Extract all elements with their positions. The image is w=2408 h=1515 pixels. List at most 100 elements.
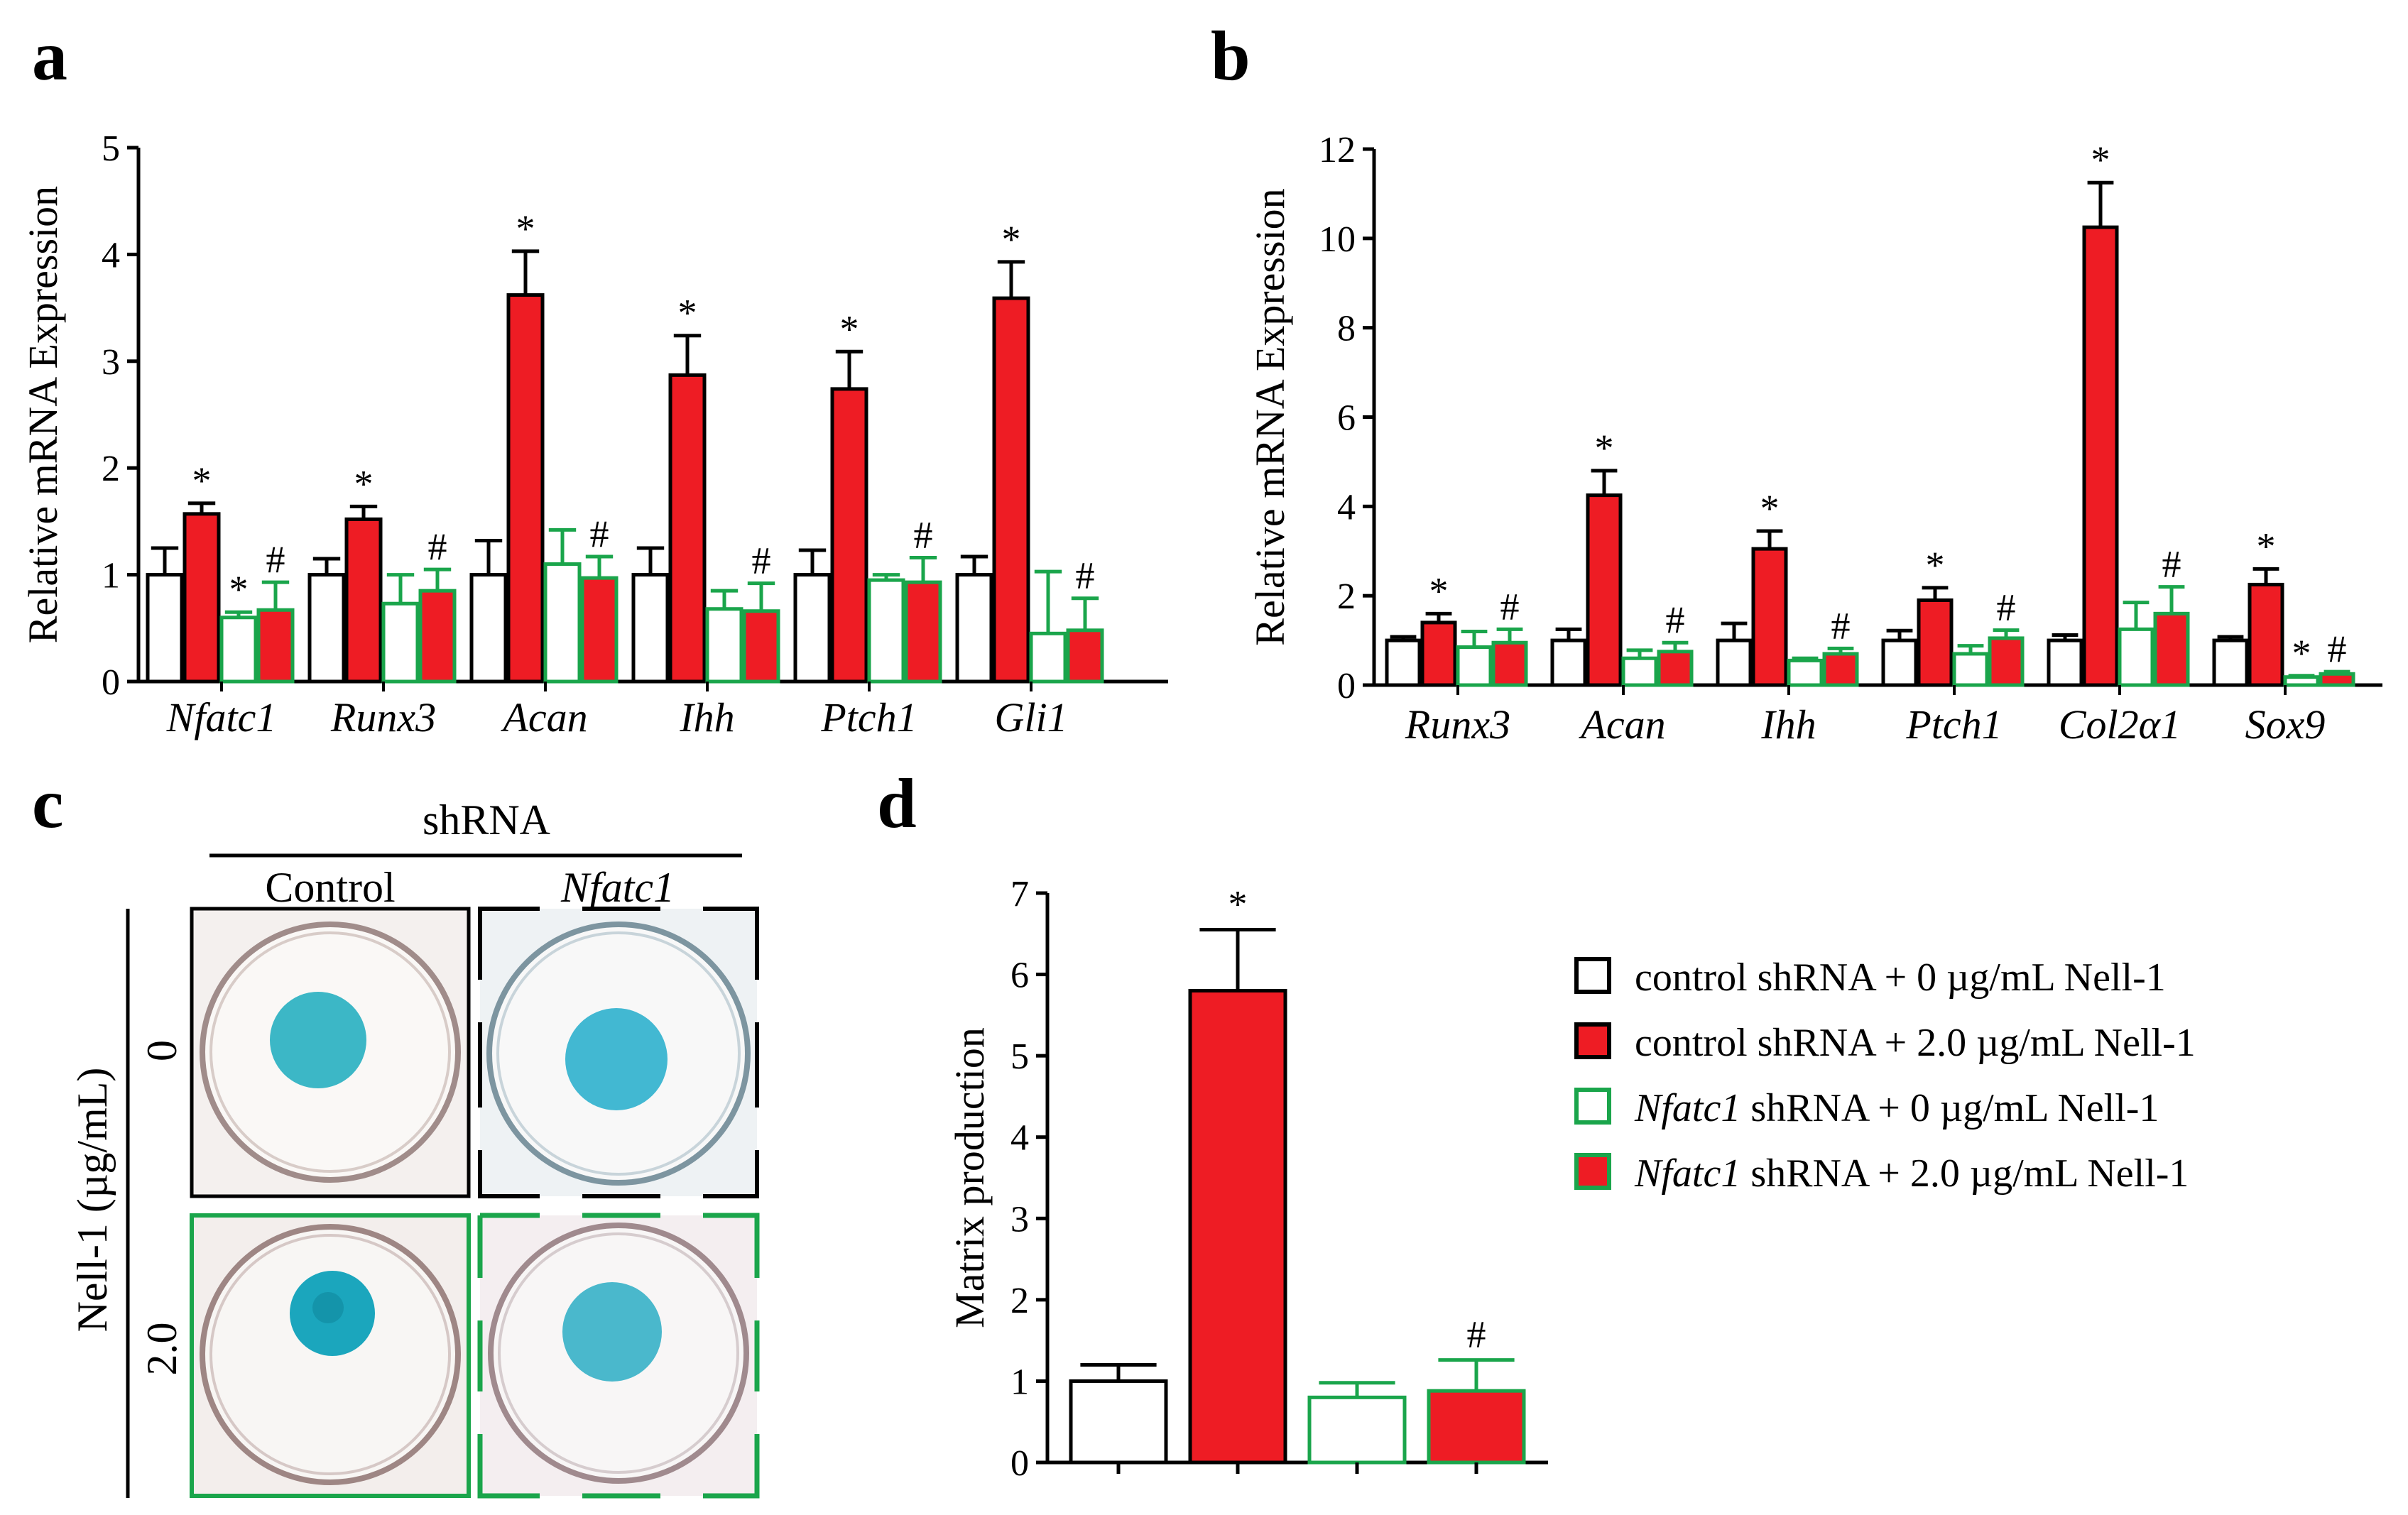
dish-nfatc1-0 (478, 907, 759, 1198)
y-tick-label: 1 (1010, 1362, 1029, 1402)
legend-swatch (1574, 1088, 1611, 1125)
significance-mark: * (840, 307, 859, 350)
y-tick-label: 8 (1337, 309, 1356, 349)
bar (469, 573, 508, 684)
col-label-control: Control (265, 864, 395, 911)
bar (580, 576, 619, 684)
bar (1952, 652, 1989, 687)
y-tick-label: 5 (102, 128, 120, 169)
y-tick-label: 2 (1010, 1281, 1029, 1321)
bar (1657, 650, 1694, 687)
y-tick-label: 4 (1010, 1118, 1029, 1159)
bar (2082, 225, 2119, 687)
bar (992, 296, 1030, 684)
bar (2153, 611, 2190, 687)
category-label: Runx3 (1405, 701, 1510, 748)
bar (705, 607, 743, 684)
significance-mark: # (1831, 604, 1851, 647)
bar (631, 573, 670, 684)
category-label: Nfatc1 (166, 694, 277, 740)
y-tick-label: 3 (1010, 1199, 1029, 1240)
bar (1822, 652, 1859, 687)
bar (418, 589, 457, 684)
significance-mark: # (266, 538, 285, 581)
bar (1029, 631, 1067, 684)
legend: control shRNA + 0 µg/mL Nell-1 control sh… (1574, 956, 2196, 1196)
bar (1550, 638, 1587, 687)
category-label: Ptch1 (820, 694, 917, 740)
panel-label-d: d (877, 764, 917, 843)
significance-mark: * (1429, 569, 1449, 612)
bar (1751, 547, 1788, 687)
bar (1420, 620, 1457, 687)
y-tick-label: 5 (1010, 1037, 1029, 1077)
significance-mark: # (2162, 543, 2181, 586)
significance-mark: * (516, 207, 535, 250)
bar (543, 562, 582, 684)
bar (1427, 1389, 1526, 1465)
significance-mark: # (914, 514, 933, 557)
significance-mark: * (354, 462, 374, 505)
bar (1917, 598, 1954, 687)
significance-mark: # (1997, 586, 2016, 629)
bar (344, 517, 383, 684)
bar (793, 573, 832, 684)
bar (904, 580, 942, 684)
legend-label: control shRNA + 0 µg/mL Nell-1 (1635, 956, 2166, 1000)
chart-panel-d: 0 1 2 3 4 5 6 7 Matrix production * # (947, 874, 1548, 1484)
category-label: Ihh (679, 694, 734, 740)
dish-nfatc1-2 (477, 1213, 760, 1499)
significance-mark: # (428, 525, 447, 568)
category-label: Acan (1578, 701, 1665, 748)
y-tick-label: 10 (1319, 219, 1356, 260)
bar (1491, 640, 1528, 687)
significance-mark: * (678, 292, 697, 334)
dish-control-0 (190, 907, 471, 1198)
bar (1621, 656, 1658, 687)
dish-photo-panel: shRNA Control Nfatc1 Nell-1 (µg/mL) 0 2.… (69, 797, 760, 1499)
bar (182, 512, 221, 684)
bar (2118, 627, 2154, 687)
y-tick-label: 2 (102, 449, 120, 489)
panel-label-b: b (1211, 16, 1251, 95)
y-axis-title: Matrix production (947, 1027, 993, 1328)
bar (381, 601, 420, 684)
bar (1456, 645, 1493, 687)
panel-label-c: c (32, 764, 63, 843)
chart-panel-b: 0 2 4 6 8 10 12 Relative mRNA Expression Runx3 Ac… (1247, 130, 2382, 748)
bar (2047, 638, 2083, 687)
bar (146, 573, 184, 684)
bar (1066, 628, 1104, 684)
bar (742, 609, 780, 684)
legend-swatch (1574, 1153, 1611, 1190)
bar (1586, 493, 1623, 687)
category-label: Ihh (1760, 701, 1816, 748)
bar (2283, 675, 2320, 687)
bar (1069, 1379, 1168, 1465)
bar (668, 373, 707, 684)
bar (1307, 1395, 1407, 1465)
y-tick-label: 4 (102, 235, 120, 275)
y-axis-title: Relative mRNA Expression (1247, 188, 1293, 645)
y-tick-label: 6 (1337, 398, 1356, 439)
legend-label: control shRNA + 2.0 µg/mL Nell-1 (1635, 1021, 2196, 1065)
bar (1988, 636, 2025, 687)
significance-mark: * (2091, 138, 2110, 181)
category-label: Sox9 (2245, 701, 2326, 748)
category-label: Runx3 (330, 694, 436, 740)
y-tick-label: 12 (1319, 130, 1356, 170)
bar (1188, 988, 1287, 1465)
y-tick-label: 2 (1337, 576, 1356, 617)
dish-control-2 (190, 1213, 471, 1498)
chart-panel-a: 0 1 2 3 4 5 Relative mRNA Expression Nfatc1 Runx… (20, 128, 1168, 740)
significance-mark: # (1076, 554, 1095, 597)
significance-mark: # (590, 513, 609, 555)
significance-mark: # (1666, 598, 1685, 641)
category-label: Col2α1 (2059, 701, 2181, 748)
significance-mark: * (1228, 883, 1248, 926)
legend-label: Nfatc1 shRNA + 2.0 µg/mL Nell-1 (1634, 1152, 2189, 1196)
significance-mark: # (2328, 628, 2347, 670)
y-tick-label: 7 (1010, 874, 1029, 914)
legend-swatch (1574, 957, 1611, 994)
